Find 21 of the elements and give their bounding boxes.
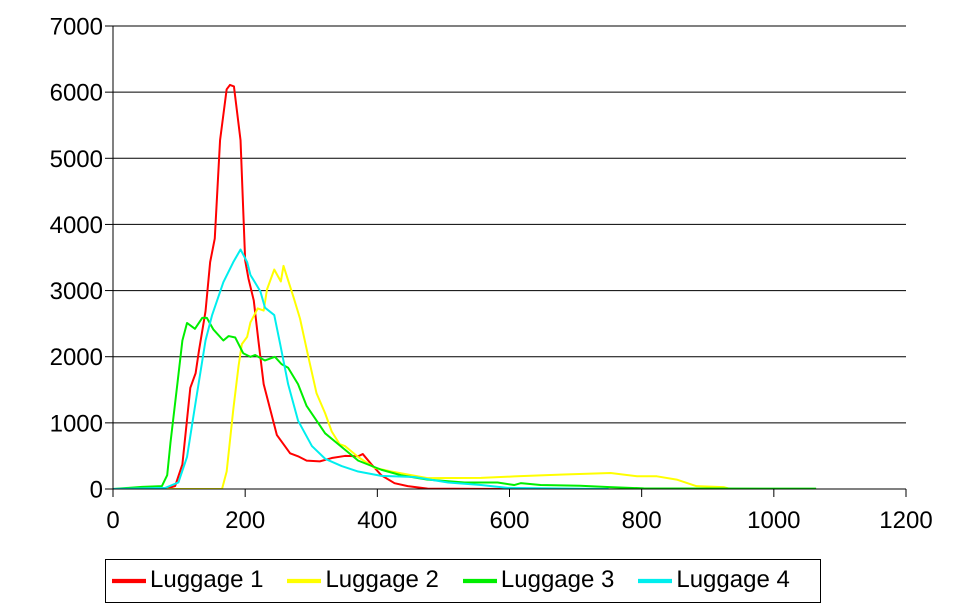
y-tick-label: 7000 xyxy=(50,14,103,41)
x-tick-label: 200 xyxy=(225,507,266,534)
legend-label: Luggage 3 xyxy=(500,566,614,594)
x-tick-label: 1200 xyxy=(879,507,933,534)
y-tick-label: 3000 xyxy=(50,278,103,306)
x-tick-label: 800 xyxy=(622,507,662,534)
y-tick-label: 1000 xyxy=(50,410,103,438)
y-tick-label: 2000 xyxy=(50,344,103,372)
line-series xyxy=(113,248,610,489)
legend-label: Luggage 2 xyxy=(325,566,439,594)
x-tick-label: 600 xyxy=(489,507,530,534)
x-tick-label: 1000 xyxy=(747,507,801,534)
legend-label: Luggage 1 xyxy=(150,566,264,594)
y-tick-label: 5000 xyxy=(50,146,103,173)
line-series xyxy=(113,316,818,489)
y-tick-label: 0 xyxy=(90,476,103,504)
legend-label: Luggage 4 xyxy=(676,566,790,594)
x-tick-label: 0 xyxy=(106,507,120,534)
y-tick-label: 6000 xyxy=(50,80,103,107)
y-tick-label: 4000 xyxy=(50,212,103,239)
x-tick-label: 400 xyxy=(357,507,398,534)
